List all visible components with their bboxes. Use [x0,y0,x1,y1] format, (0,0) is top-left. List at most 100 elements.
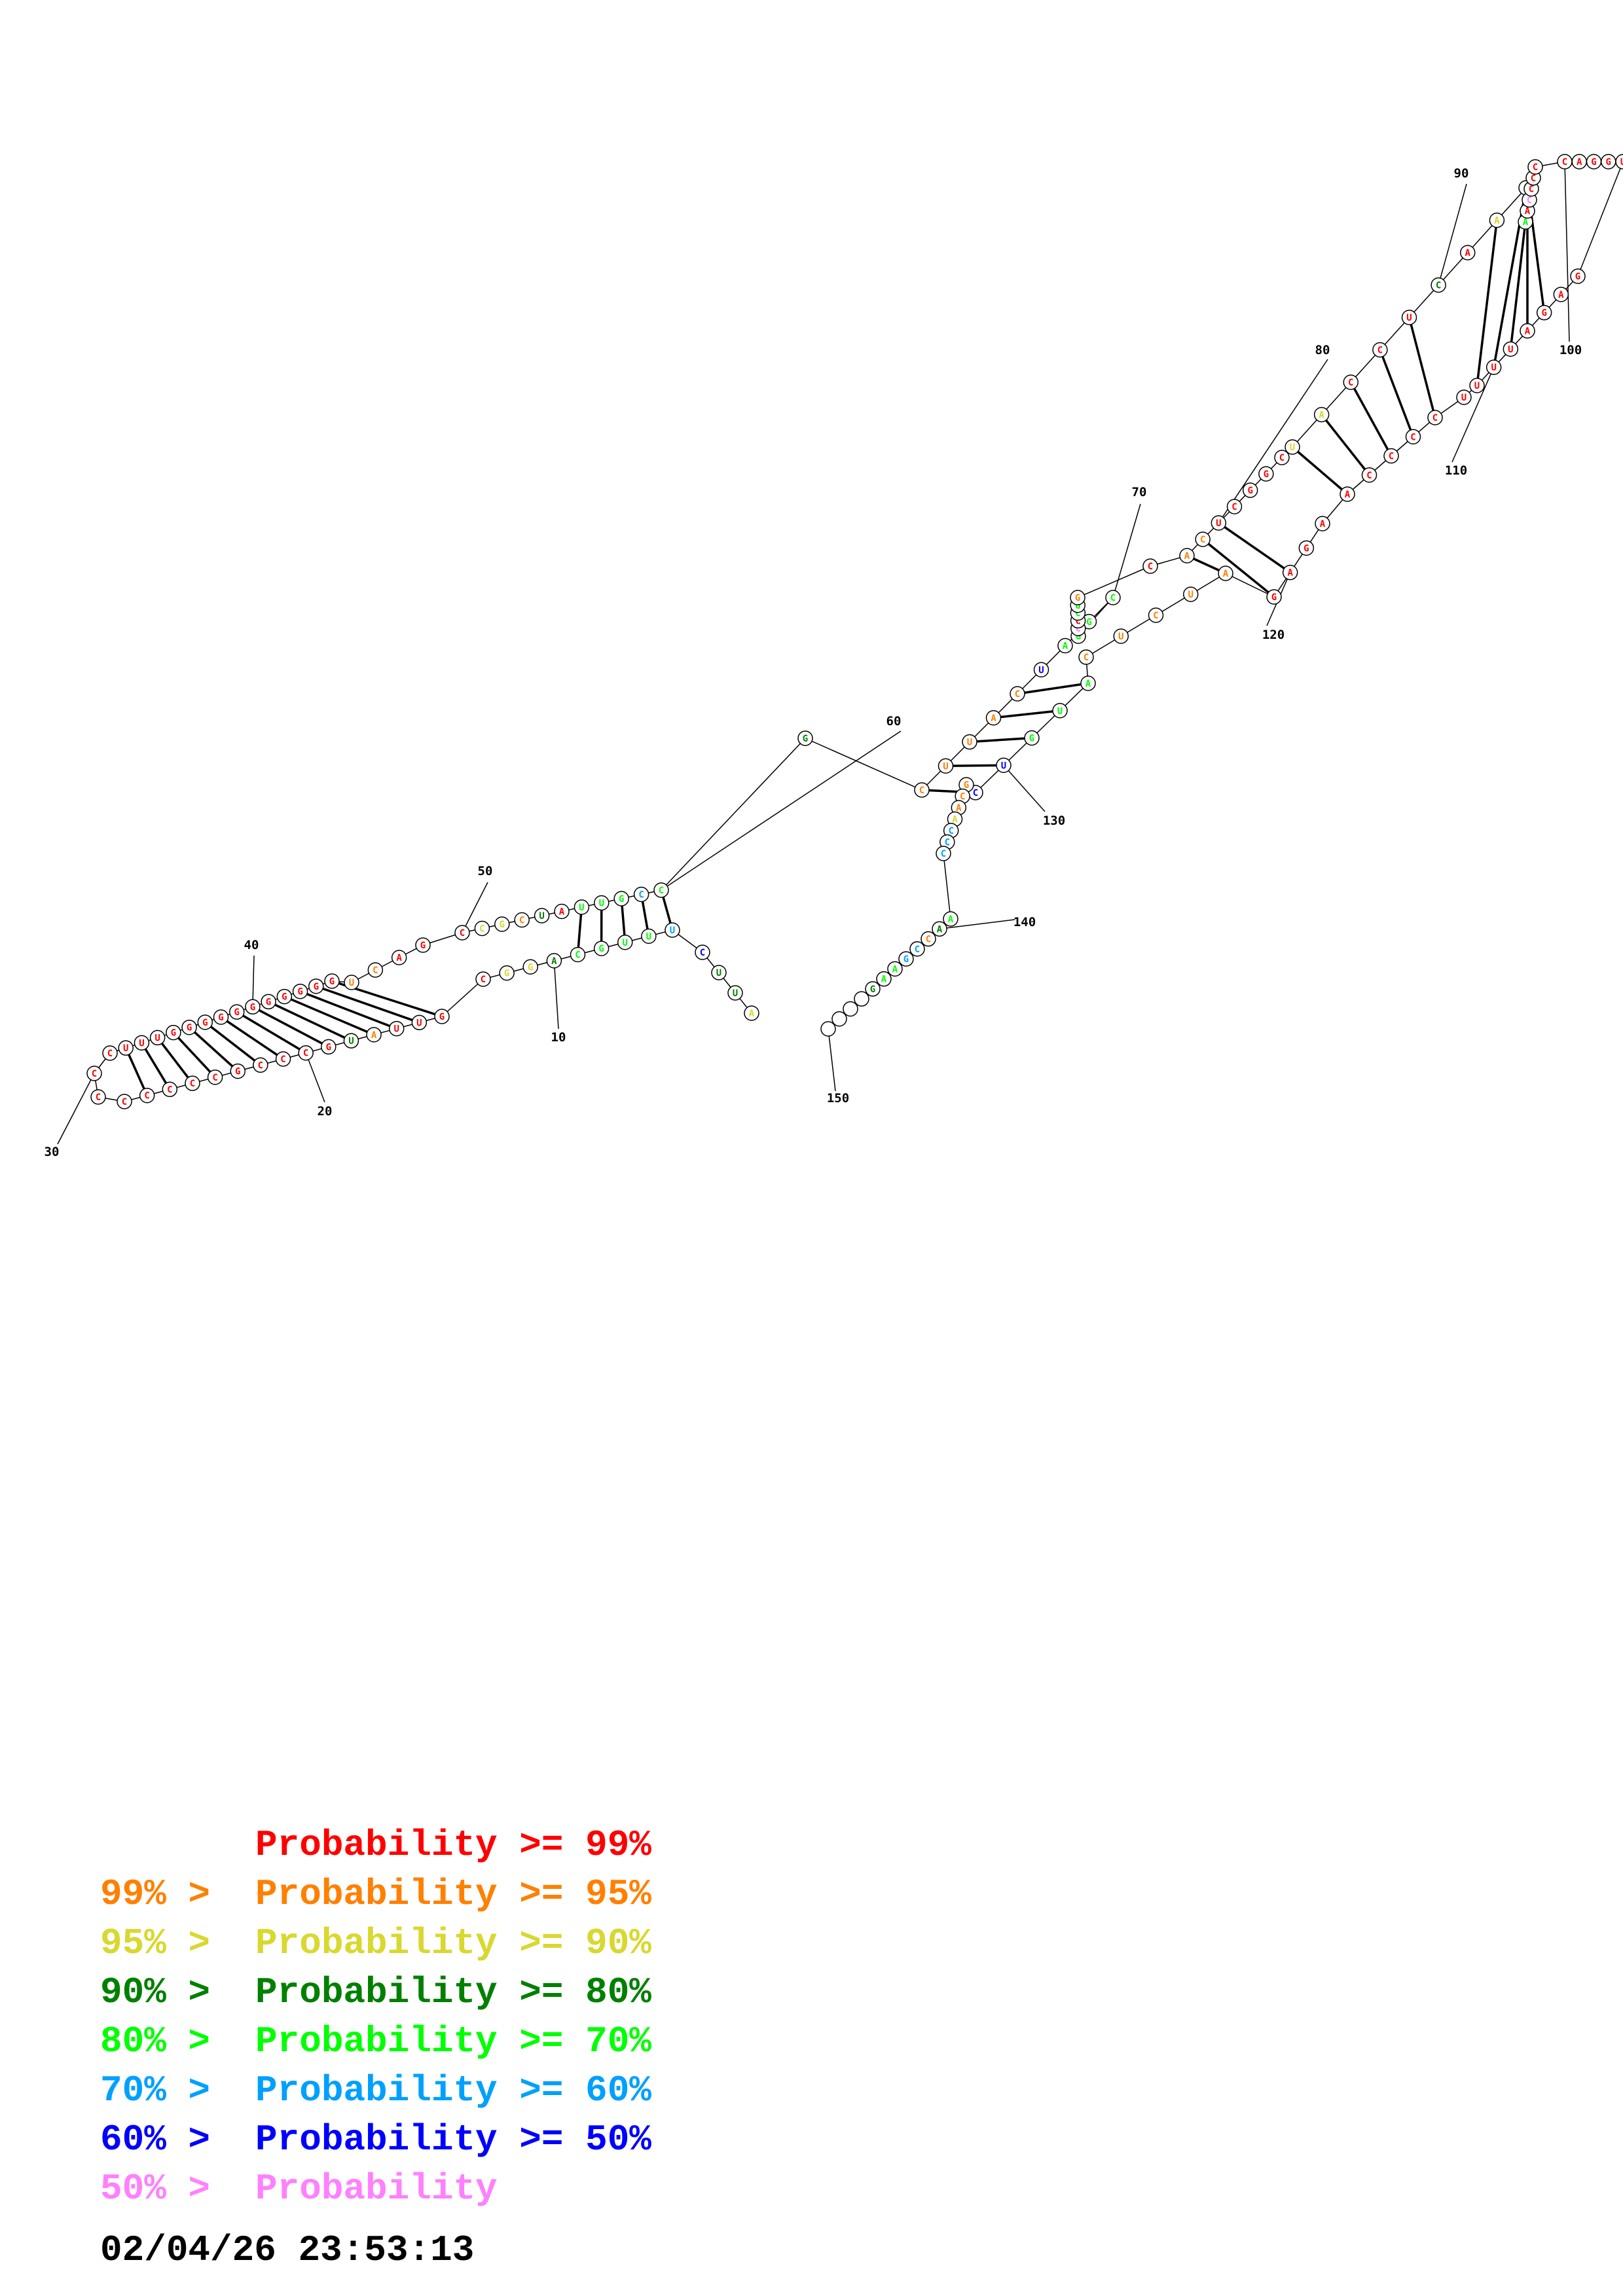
position-tick-40 [252,955,255,1007]
nucleotide-circle [1570,268,1586,284]
base-pair-bond [1408,317,1436,418]
nucleotide-letter: G [1029,734,1034,744]
nucleotide-circle [1070,590,1085,605]
nucleotide-circle [938,758,954,774]
nucleotide-circle [1343,374,1359,390]
nucleotide-circle [90,1089,106,1105]
position-label-110: 110 [1445,463,1467,478]
nucleotide-circle [1313,406,1330,423]
nucleotide-letter: A [1345,490,1351,500]
nucleotide-letter: G [171,1028,176,1039]
nucleotide-letter: U [139,1038,144,1049]
nucleotide-letter: G [1075,593,1080,603]
nucleotide-letter: A [1494,216,1500,226]
nucleotide-78: A [1179,548,1195,564]
nucleotide-circle [388,1020,405,1037]
nucleotide-126: C [1078,649,1094,665]
legend-prefix-5: 80% > [100,2020,232,2062]
nucleotide-letter: C [303,1049,308,1059]
backbone-segment [805,738,922,791]
nucleotide-letter: A [1523,217,1529,228]
position-label-20: 20 [318,1104,333,1119]
legend-prefix-2: 99% > [100,1873,232,1915]
nucleotide-circle [653,882,669,898]
nucleotide-circle [1010,686,1025,702]
nucleotide-84: C [1274,450,1290,465]
legend-prefix-4: 90% > [100,1971,232,2013]
nucleotide-letter: C [1148,562,1153,572]
nucleotide-92: A [1489,212,1505,228]
nucleotide-circle [245,999,261,1015]
nucleotide-140: A [932,921,947,937]
nucleotide-25: C [185,1075,200,1091]
base-pair-bond [993,709,1061,719]
nucleotide-circle [86,1066,102,1081]
nucleotide-circle [149,1030,166,1046]
nucleotide-letter: C [280,1054,285,1065]
nucleotide-8: G [593,941,610,956]
nucleotide-circle [1520,323,1535,339]
nucleotide-38: G [213,1009,229,1025]
nucleotide-4: C [695,944,710,960]
nucleotide-letter: C [96,1092,101,1103]
nucleotide-circle [1105,590,1121,605]
nucleotide-circle [797,730,813,746]
nucleotide-circle [843,1001,858,1017]
nucleotide-83: G [1258,466,1274,482]
nucleotide-59: C [633,886,649,903]
legend-row-5: 80% > Probability >= 70% [100,2020,651,2062]
backbone-segment [943,853,951,920]
nucleotide-circle [727,985,743,1001]
nucleotide-letter: G [1075,601,1080,611]
backbone-segment [1577,161,1623,277]
nucleotide-letter: G [598,944,604,954]
nucleotide-circle [985,710,1002,726]
nucleotide-circle [1242,482,1258,498]
nucleotide-letter: A [1525,327,1531,337]
nucleotide-circle [1258,466,1274,482]
nucleotide-23: G [230,1063,246,1079]
nucleotide-40: G [245,999,261,1015]
nucleotide-letter: G [1264,469,1269,480]
nucleotide-circle [228,1004,245,1020]
nucleotide-13: C [475,971,491,987]
nucleotide-letter: C [659,886,664,896]
nucleotide-circle [434,1009,450,1024]
nucleotide-circle [185,1075,200,1091]
nucleotide-32: U [118,1040,134,1056]
nucleotide-circle [1179,548,1195,564]
nucleotide-14: G [434,1009,450,1024]
nucleotide-letter: G [439,1012,445,1022]
nucleotide-circle [514,912,530,928]
nucleotide-circle [1315,516,1330,531]
nucleotide-circle [546,953,562,969]
nucleotide-letter: U [599,899,604,909]
nucleotide-letter: U [348,1036,354,1047]
position-label-60: 60 [886,714,902,728]
backbone-segment [1077,565,1151,598]
nucleotide-letter: G [266,997,271,1007]
nucleotide-79: C [1195,531,1211,547]
nucleotide-letter: U [1491,363,1496,373]
nucleotide-circle [570,946,586,963]
legend-label-4: Probability >= 80% [255,1971,651,2013]
nucleotide-145: A [876,971,892,987]
position-tick-60 [661,730,902,891]
nucleotide-111: U [1469,378,1485,393]
nucleotide-113: C [1427,410,1443,425]
nucleotide-circle [1383,448,1399,464]
nucleotide-circle [1431,277,1446,293]
nucleotide-circle [1503,341,1519,357]
nucleotide-circle [534,908,550,924]
nucleotide-letter: C [1410,432,1415,442]
nucleotide-letter: A [1184,551,1190,562]
nucleotide-letter: C [941,849,946,859]
nucleotide-letter: G [1304,543,1309,554]
nucleotide-9: C [570,946,586,963]
nucleotide-114: C [1405,429,1421,444]
base-pair-bond [1202,538,1275,598]
nucleotide-circle [292,983,308,999]
nucleotide-142: C [909,941,925,957]
nucleotide-letter: C [1084,653,1089,663]
base-pair-bond [1218,522,1291,574]
